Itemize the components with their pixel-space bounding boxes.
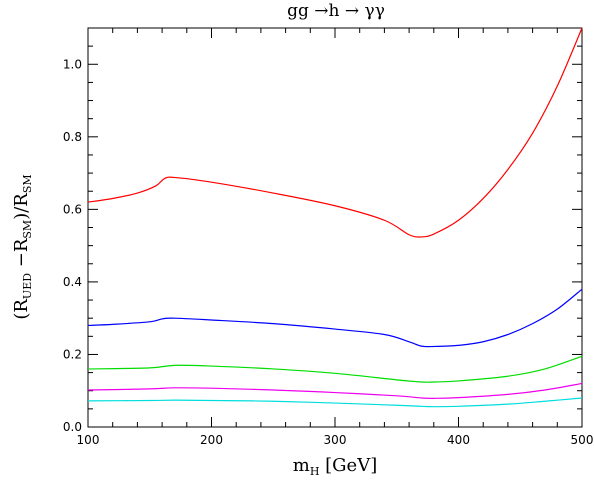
- series-lines: [87, 27, 583, 408]
- y-tick-label: 0.4: [63, 275, 82, 289]
- chart-title: gg →h → γγ: [287, 1, 385, 21]
- y-tick-labels: 0.0 0.2 0.4 0.6 0.8 1.0: [63, 57, 82, 434]
- x-axis-label: mH [GeV]: [293, 455, 377, 478]
- axis-ticks: [87, 27, 583, 428]
- y-tick-label: 0.2: [63, 347, 82, 361]
- plot-area: [87, 27, 583, 428]
- x-axis-label-sub: H: [310, 465, 320, 478]
- y-axis-label-part: (R: [11, 299, 32, 320]
- x-tick-labels: 100 200 300 400 500: [77, 433, 594, 447]
- x-axis-label-main: m: [293, 455, 310, 476]
- series-line: [87, 27, 583, 238]
- y-tick-label: 0.6: [63, 202, 82, 216]
- series-line: [87, 355, 583, 383]
- y-axis-label-sub: SM: [21, 220, 34, 239]
- x-tick-label: 500: [571, 433, 594, 447]
- y-tick-label: 0.0: [63, 420, 82, 434]
- y-tick-label: 1.0: [63, 57, 82, 71]
- y-axis-label-part: )/R: [11, 193, 32, 220]
- y-axis-label-part: −R: [11, 238, 32, 273]
- y-axis-label-sub: UED: [21, 273, 34, 299]
- x-tick-label: 200: [200, 433, 223, 447]
- y-axis-label: (RUED −RSM)/RSM: [11, 174, 34, 319]
- y-axis-label-sub: SM: [21, 174, 34, 193]
- series-line: [87, 397, 583, 408]
- y-tick-label: 0.8: [63, 130, 82, 144]
- x-tick-label: 400: [447, 433, 470, 447]
- series-line: [87, 382, 583, 399]
- x-tick-label: 300: [324, 433, 347, 447]
- x-tick-label: 100: [77, 433, 100, 447]
- x-axis-label-unit: [GeV]: [319, 455, 377, 476]
- series-line: [87, 288, 583, 348]
